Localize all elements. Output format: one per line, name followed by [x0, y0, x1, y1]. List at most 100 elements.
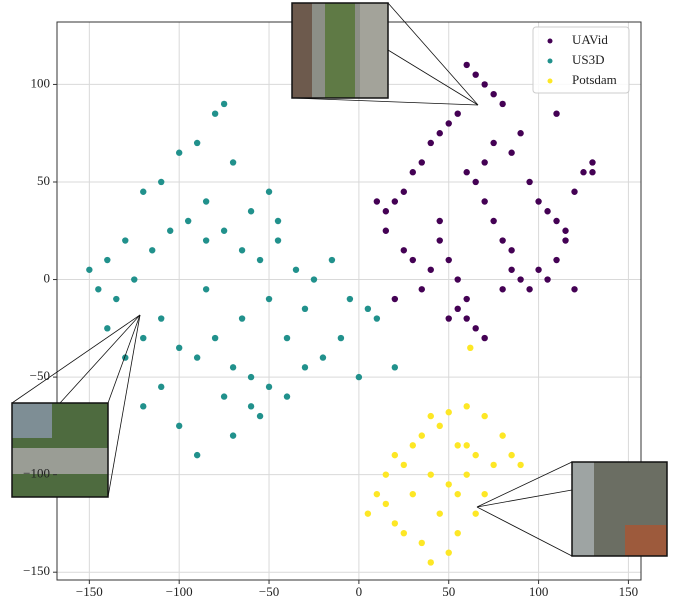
point [104, 325, 111, 332]
point [562, 237, 569, 244]
point [274, 237, 282, 244]
point [202, 286, 210, 293]
point [391, 198, 399, 205]
point [256, 412, 264, 420]
point [418, 286, 425, 293]
point [211, 334, 219, 342]
point [427, 266, 434, 273]
point [553, 256, 560, 264]
point [463, 403, 470, 410]
point [535, 266, 542, 273]
y-tick-label: −50 [30, 368, 50, 383]
point [436, 217, 443, 225]
point [140, 188, 147, 195]
point [472, 178, 479, 186]
point [499, 100, 506, 108]
point [490, 90, 497, 98]
point [427, 471, 434, 478]
point [301, 305, 309, 313]
point [373, 315, 381, 322]
point [589, 169, 596, 176]
point [310, 276, 318, 283]
y-tick-label: 50 [37, 173, 50, 188]
point [355, 373, 363, 381]
point [544, 276, 551, 283]
point [481, 490, 488, 498]
point [508, 451, 515, 459]
point [274, 217, 282, 225]
x-tick-label: −50 [259, 584, 279, 599]
point [562, 227, 569, 234]
point [490, 139, 497, 147]
legend-label: Potsdam [572, 72, 617, 87]
point [193, 451, 201, 459]
point [382, 227, 390, 234]
point [445, 549, 452, 556]
point [247, 208, 255, 215]
x-tick-label: 50 [442, 584, 455, 599]
point [382, 208, 390, 215]
point [418, 159, 425, 166]
point [445, 481, 452, 488]
point [95, 286, 102, 293]
point [391, 295, 399, 303]
inset-left [11, 314, 141, 498]
point [490, 461, 497, 469]
point [499, 237, 506, 244]
point [149, 247, 156, 254]
point [247, 373, 255, 381]
point [175, 344, 183, 352]
point [229, 432, 237, 439]
point [175, 422, 183, 430]
point [481, 334, 488, 342]
point [445, 120, 452, 127]
inset-right [476, 461, 668, 557]
point [571, 188, 578, 195]
point [517, 130, 524, 137]
point [467, 344, 474, 352]
point [436, 422, 443, 430]
point [301, 364, 309, 371]
x-tick-label: −100 [166, 584, 193, 599]
point [472, 451, 479, 459]
point [337, 334, 345, 342]
point [256, 256, 264, 264]
legend: UAVid US3D Potsdam [532, 26, 630, 94]
point [580, 169, 587, 176]
point [373, 198, 381, 205]
point [409, 490, 416, 498]
point [364, 305, 372, 313]
point [463, 61, 470, 69]
point [436, 237, 443, 244]
point [463, 295, 470, 303]
x-tick-label: 150 [619, 584, 639, 599]
point [220, 227, 228, 234]
point [184, 217, 192, 225]
legend-label: US3D [572, 52, 605, 67]
point [140, 334, 147, 342]
point [472, 510, 479, 517]
point [400, 461, 408, 469]
inset-top [291, 2, 479, 106]
point [122, 237, 129, 244]
point [436, 510, 443, 517]
point [220, 393, 228, 400]
point [382, 500, 390, 508]
point [454, 305, 461, 313]
point [211, 110, 219, 117]
x-tick-label: 0 [356, 584, 363, 599]
point [427, 139, 434, 147]
point [104, 256, 111, 264]
point [202, 198, 210, 205]
point [409, 442, 416, 449]
point [167, 227, 174, 234]
point [508, 266, 515, 273]
point [409, 169, 416, 176]
point [481, 412, 488, 420]
point [391, 364, 399, 371]
point [238, 247, 246, 254]
point [454, 276, 461, 283]
point [175, 149, 183, 156]
